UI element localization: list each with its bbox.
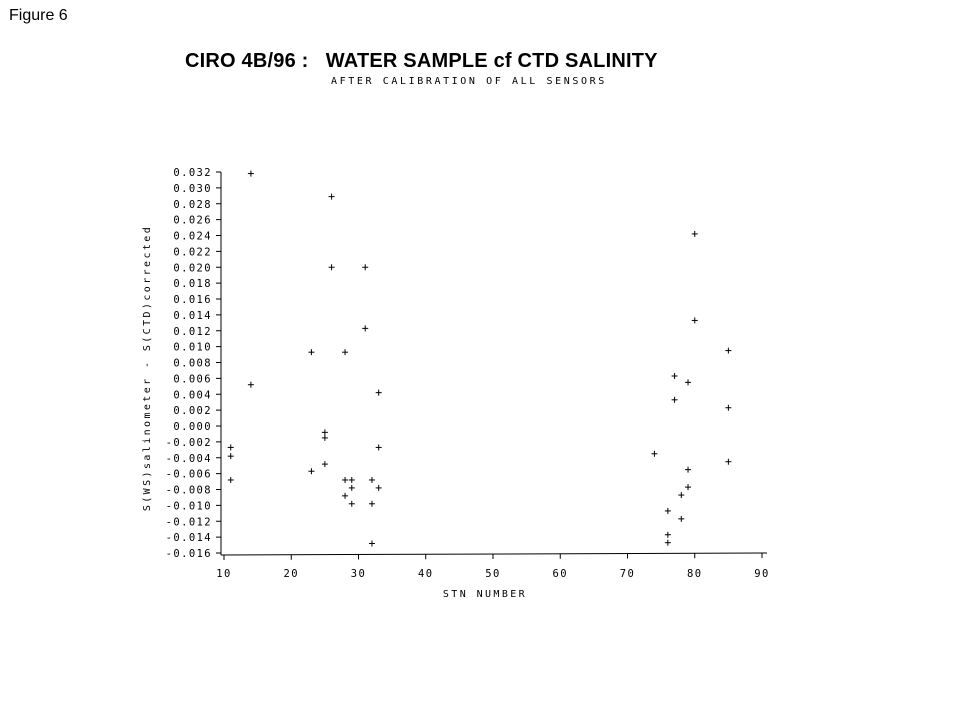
y-tick-label: 0.020 (173, 262, 212, 274)
data-point (368, 540, 375, 547)
data-point (308, 349, 315, 356)
y-tick-label: -0.006 (166, 469, 212, 481)
data-point (678, 515, 685, 522)
data-point (328, 264, 335, 271)
data-point (671, 396, 678, 403)
x-tick-label: 70 (620, 568, 635, 580)
data-point (651, 450, 658, 457)
data-point (678, 492, 685, 499)
x-tick-label: 20 (284, 568, 299, 580)
x-axis-line (220, 552, 768, 556)
data-point (368, 476, 375, 483)
data-point (691, 317, 698, 324)
data-point (348, 476, 355, 483)
data-point (328, 193, 335, 200)
data-point (671, 372, 678, 379)
chart-axes (220, 172, 768, 556)
data-point (725, 458, 732, 465)
data-point (321, 461, 328, 468)
y-tick-label: 0.024 (173, 231, 212, 243)
data-point (664, 531, 671, 538)
data-point (691, 230, 698, 237)
y-tick-label: 0.006 (173, 373, 212, 385)
data-point (321, 429, 328, 436)
y-tick-label: -0.010 (166, 500, 212, 512)
x-tick-label: 10 (216, 568, 231, 580)
y-tick-label: 0.004 (173, 389, 212, 401)
data-point (342, 349, 349, 356)
data-point (368, 500, 375, 507)
y-tick-label: 0.026 (173, 215, 212, 227)
data-point (227, 444, 234, 451)
x-tick-label: 40 (418, 568, 433, 580)
data-point (685, 466, 692, 473)
y-tick-label: -0.016 (166, 548, 212, 560)
data-point (362, 264, 369, 271)
y-tick-label: 0.028 (173, 199, 212, 211)
data-point (247, 381, 254, 388)
data-point (342, 492, 349, 499)
y-tick-label: -0.014 (166, 532, 212, 544)
y-tick-label: 0.008 (173, 358, 212, 370)
data-point (685, 379, 692, 386)
data-point (725, 404, 732, 411)
data-point (375, 389, 382, 396)
y-tick-label: 0.002 (173, 405, 212, 417)
y-tick-label: -0.004 (166, 453, 212, 465)
y-tick-label: 0.014 (173, 310, 212, 322)
x-tick-label: 90 (754, 568, 769, 580)
x-tick-label: 30 (351, 568, 366, 580)
data-point (342, 476, 349, 483)
data-point (348, 500, 355, 507)
y-tick-label: -0.012 (166, 516, 212, 528)
y-tick-label: -0.002 (166, 437, 212, 449)
chart-subtitle: AFTER CALIBRATION OF ALL SENSORS (331, 76, 607, 87)
data-point (375, 444, 382, 451)
y-tick-label: 0.016 (173, 294, 212, 306)
x-tick-label: 50 (485, 568, 500, 580)
chart-title: CIRO 4B/96 : WATER SAMPLE cf CTD SALINIT… (185, 50, 658, 72)
y-tick-label: 0.000 (173, 421, 212, 433)
y-tick-label: 0.010 (173, 342, 212, 354)
y-axis-ticks: 0.032 0.030 0.028 0.026 0.024 0.022 0.020 0.018… (166, 167, 221, 560)
y-tick-label: 0.030 (173, 183, 212, 195)
data-point (227, 453, 234, 460)
data-point (348, 484, 355, 491)
y-tick-label: 0.032 (173, 167, 212, 179)
y-tick-label: -0.008 (166, 485, 212, 497)
x-tick-label: 80 (687, 568, 702, 580)
data-point (664, 507, 671, 514)
data-point (247, 170, 254, 177)
data-point (664, 539, 671, 546)
y-tick-label: 0.018 (173, 278, 212, 290)
x-axis-ticks: 10 20 30 40 50 60 70 80 90 (216, 553, 769, 580)
data-point (375, 484, 382, 491)
y-axis-title: S(WS)salinometer - S(CTD)corrected (142, 225, 153, 511)
data-point (685, 484, 692, 491)
data-points (227, 170, 732, 547)
data-point (725, 347, 732, 354)
y-tick-label: 0.022 (173, 246, 212, 258)
data-point (227, 476, 234, 483)
data-point (362, 325, 369, 332)
figure-label: Figure 6 (9, 7, 68, 24)
x-tick-label: 60 (553, 568, 568, 580)
data-point (321, 434, 328, 441)
y-tick-label: 0.012 (173, 326, 212, 338)
x-axis-title: STN NUMBER (443, 589, 527, 600)
data-point (308, 468, 315, 475)
